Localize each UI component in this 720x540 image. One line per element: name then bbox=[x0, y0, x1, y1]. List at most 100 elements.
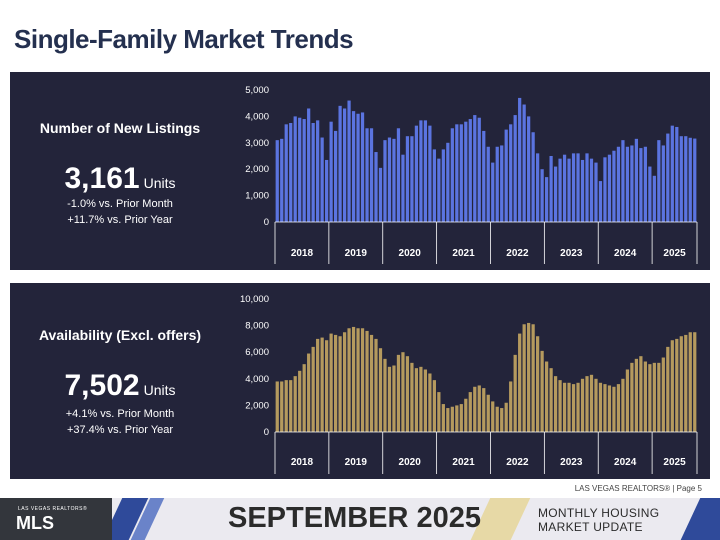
availability-bar bbox=[419, 366, 423, 432]
listings-bar bbox=[325, 159, 329, 222]
availability-bar bbox=[652, 362, 656, 432]
availability-bar bbox=[491, 401, 495, 432]
availability-bar bbox=[603, 384, 607, 432]
availability-bar bbox=[504, 402, 508, 432]
listings-year-label: 2024 bbox=[614, 248, 637, 259]
availability-year-label: 2019 bbox=[345, 457, 368, 468]
availability-bar bbox=[307, 353, 311, 432]
listings-ytick-label: 1,000 bbox=[245, 191, 269, 202]
availability-bar bbox=[549, 368, 553, 432]
availability-year-label: 2022 bbox=[506, 457, 529, 468]
listings-bar bbox=[585, 153, 589, 222]
availability-bar bbox=[280, 381, 284, 432]
listings-bar bbox=[670, 125, 674, 222]
listings-ytick-label: 5,000 bbox=[245, 85, 269, 96]
availability-bar bbox=[329, 333, 333, 432]
availability-bar bbox=[531, 324, 535, 432]
availability-bar bbox=[333, 334, 338, 432]
availability-bar bbox=[284, 380, 288, 432]
listings-bar bbox=[410, 136, 414, 222]
listings-ytick-label: 0 bbox=[264, 217, 269, 228]
listings-bar bbox=[630, 145, 634, 222]
availability-bar bbox=[571, 384, 576, 432]
listings-bar bbox=[513, 115, 517, 222]
availability-bar bbox=[320, 337, 324, 432]
listings-bar bbox=[392, 138, 396, 222]
new-listings-label: Number of New Listings bbox=[39, 120, 201, 136]
listings-bar bbox=[509, 124, 513, 222]
listings-bar bbox=[378, 167, 383, 222]
listings-bar bbox=[316, 120, 320, 222]
availability-bar bbox=[518, 333, 522, 432]
listings-bar bbox=[329, 121, 333, 222]
listings-year-label: 2020 bbox=[399, 248, 422, 259]
report-month: SEPTEMBER 2025 bbox=[228, 502, 482, 534]
listings-bar bbox=[639, 148, 643, 222]
availability-bar bbox=[684, 334, 688, 432]
listings-bar bbox=[473, 115, 477, 222]
listings-bar bbox=[580, 159, 585, 222]
listings-bar bbox=[693, 138, 697, 222]
availability-bar bbox=[639, 356, 643, 432]
availability-bar bbox=[594, 378, 598, 432]
availability-bar bbox=[666, 346, 670, 432]
availability-bar bbox=[437, 392, 441, 432]
listings-bar bbox=[544, 177, 549, 222]
listings-bar bbox=[320, 137, 324, 222]
listings-bar bbox=[504, 129, 508, 222]
availability-bar bbox=[392, 365, 396, 432]
new-listings-chart: 5,000 4,000 3,000 2,000 1,000 0 2018 2019 2020 20… bbox=[245, 85, 698, 264]
listings-bar bbox=[365, 128, 369, 222]
new-listings-value: 3,161 Units bbox=[10, 162, 230, 196]
availability-bar bbox=[428, 373, 432, 432]
listings-bar bbox=[553, 166, 558, 222]
listings-bar bbox=[571, 153, 576, 222]
availability-bar bbox=[369, 334, 374, 432]
listings-bar bbox=[298, 117, 302, 222]
page-title: Single-Family Market Trends bbox=[14, 24, 354, 54]
listings-bar bbox=[607, 154, 612, 222]
listings-bar bbox=[437, 158, 441, 222]
availability-bar bbox=[495, 406, 499, 432]
availability-bar bbox=[414, 368, 419, 432]
availability-year-label: 2025 bbox=[663, 457, 686, 468]
availability-bar bbox=[670, 340, 674, 432]
listings-bar bbox=[477, 117, 481, 222]
footer-band: LAS VEGAS REALTORS® MLS SEPTEMBER 2025 M… bbox=[0, 498, 720, 540]
listings-bar bbox=[612, 150, 616, 222]
availability-year-label: 2023 bbox=[560, 457, 583, 468]
listings-bar bbox=[643, 146, 647, 222]
availability-ytick-label: 8,000 bbox=[245, 321, 269, 332]
listings-bar bbox=[446, 142, 450, 222]
availability-bar bbox=[410, 362, 414, 432]
listings-bar bbox=[468, 119, 472, 222]
availability-bar bbox=[536, 336, 540, 432]
availability-chart: 10,000 8,000 6,000 4,000 2,000 0 2018 2019 2020 2… bbox=[240, 294, 698, 474]
availability-bar bbox=[316, 338, 320, 432]
listings-bar bbox=[594, 162, 598, 222]
availability-bar bbox=[477, 385, 481, 432]
availability-bar bbox=[446, 408, 450, 432]
availability-bar bbox=[616, 384, 621, 432]
availability-bar bbox=[441, 404, 445, 432]
listings-bar bbox=[500, 145, 504, 222]
availability-panel: Availability (Excl. offers) 7,502 Units +… bbox=[10, 283, 710, 479]
listings-bar bbox=[558, 158, 562, 222]
listings-bar bbox=[280, 138, 284, 222]
listings-bar bbox=[491, 162, 495, 222]
listings-bar bbox=[396, 128, 401, 222]
listings-bar bbox=[531, 132, 535, 222]
listings-bar bbox=[652, 175, 656, 222]
listings-bar bbox=[419, 120, 423, 222]
listings-bar bbox=[401, 154, 405, 222]
listings-bar bbox=[666, 133, 670, 222]
listings-year-label: 2019 bbox=[345, 248, 368, 259]
availability-bar bbox=[455, 405, 459, 432]
listings-bar bbox=[486, 146, 490, 222]
listings-bar bbox=[482, 130, 486, 222]
listings-bar bbox=[621, 140, 625, 222]
availability-bar bbox=[679, 336, 683, 432]
availability-bar bbox=[630, 362, 634, 432]
listings-year-label: 2021 bbox=[452, 248, 475, 259]
availability-ytick-label: 10,000 bbox=[240, 294, 269, 305]
